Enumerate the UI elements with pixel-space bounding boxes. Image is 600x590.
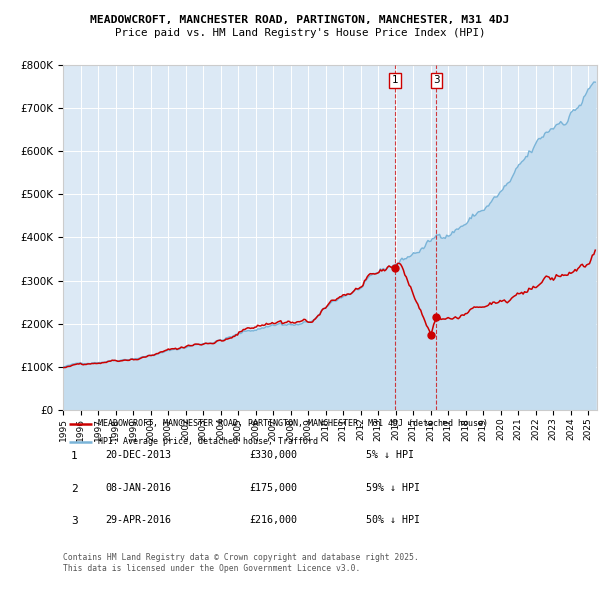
Text: HPI: Average price, detached house, Trafford: HPI: Average price, detached house, Traf… [98,437,318,446]
Text: 50% ↓ HPI: 50% ↓ HPI [366,516,420,525]
Text: 1: 1 [71,451,78,461]
Text: MEADOWCROFT, MANCHESTER ROAD, PARTINGTON, MANCHESTER, M31 4DJ (detached house): MEADOWCROFT, MANCHESTER ROAD, PARTINGTON… [98,419,488,428]
Text: £330,000: £330,000 [249,451,297,460]
Text: 3: 3 [433,76,440,85]
Text: 3: 3 [71,516,78,526]
Text: 2: 2 [71,484,78,493]
Text: MEADOWCROFT, MANCHESTER ROAD, PARTINGTON, MANCHESTER, M31 4DJ: MEADOWCROFT, MANCHESTER ROAD, PARTINGTON… [91,15,509,25]
Text: Price paid vs. HM Land Registry's House Price Index (HPI): Price paid vs. HM Land Registry's House … [115,28,485,38]
Text: £175,000: £175,000 [249,483,297,493]
Text: 20-DEC-2013: 20-DEC-2013 [105,451,171,460]
Text: Contains HM Land Registry data © Crown copyright and database right 2025.
This d: Contains HM Land Registry data © Crown c… [63,553,419,573]
Text: 08-JAN-2016: 08-JAN-2016 [105,483,171,493]
Text: 59% ↓ HPI: 59% ↓ HPI [366,483,420,493]
Text: 5% ↓ HPI: 5% ↓ HPI [366,451,414,460]
Text: £216,000: £216,000 [249,516,297,525]
Text: 29-APR-2016: 29-APR-2016 [105,516,171,525]
Text: 1: 1 [392,76,398,85]
